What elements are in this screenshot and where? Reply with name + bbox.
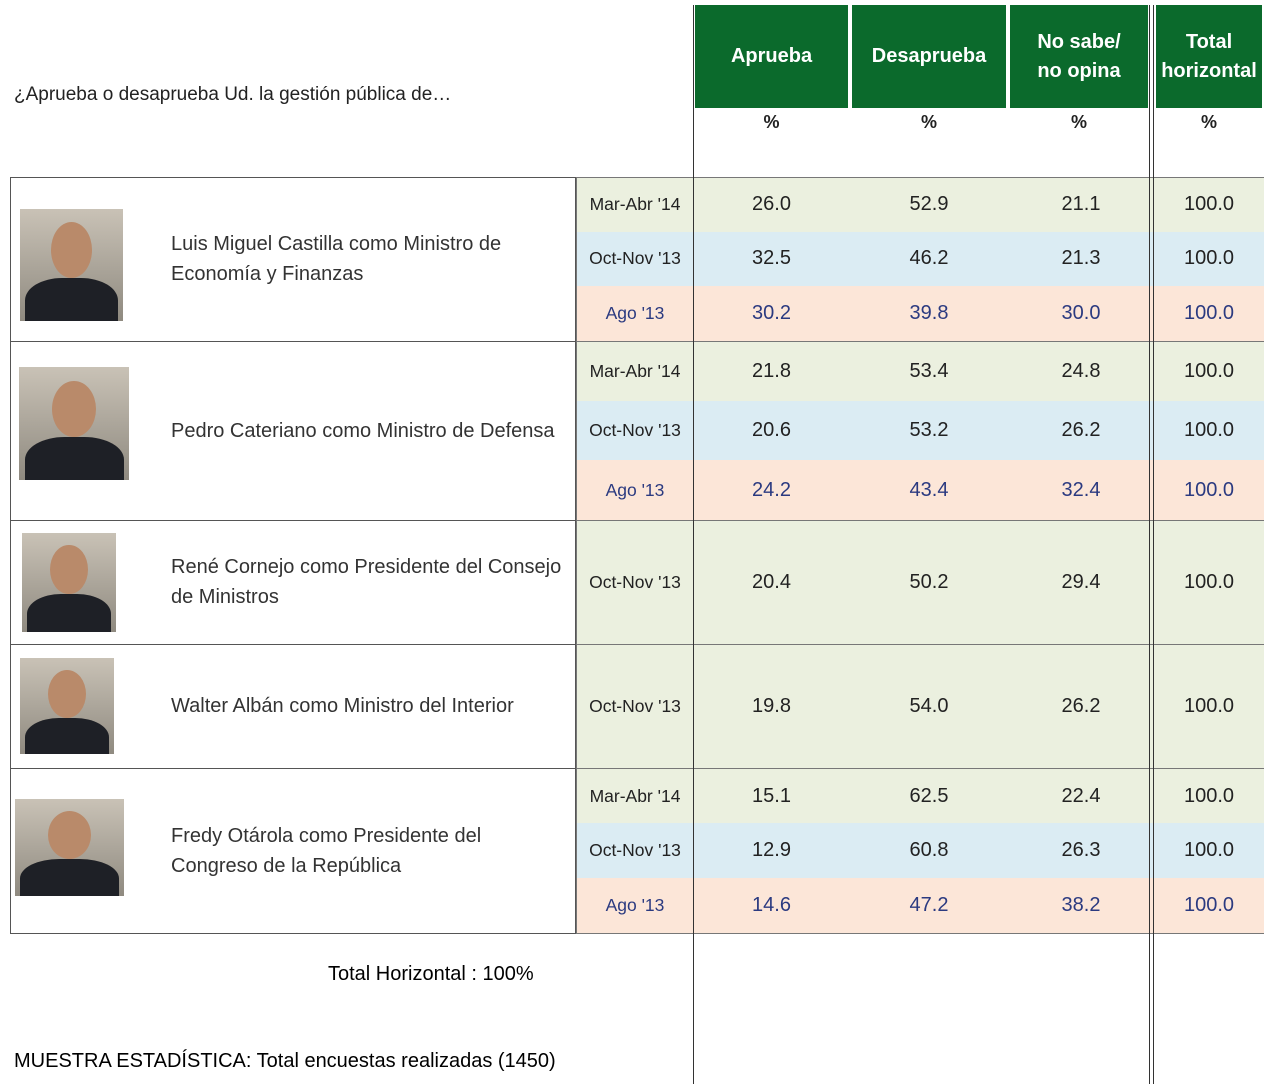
- value-cell: 43.4: [850, 460, 1008, 521]
- value-cell: 20.4: [693, 520, 850, 645]
- period: Oct-Nov '13: [576, 644, 693, 769]
- photo-face: [50, 544, 88, 595]
- period: Oct-Nov '13: [576, 400, 693, 462]
- group-box: [10, 768, 576, 934]
- photo-face: [47, 810, 92, 860]
- period: Ago '13: [576, 286, 693, 342]
- value-cell: 62.5: [850, 768, 1008, 824]
- value-cell: 47.2: [850, 878, 1008, 934]
- value-cell: 46.2: [850, 231, 1008, 288]
- photo: [19, 367, 129, 480]
- value-cell: 100.0: [1154, 878, 1264, 934]
- photo: [22, 533, 116, 632]
- value-cell: 100.0: [1154, 286, 1264, 342]
- value-cell: 21.3: [1008, 231, 1154, 288]
- value-cell: 50.2: [850, 520, 1008, 645]
- value-cell: 52.9: [850, 177, 1008, 233]
- value-cell: 53.4: [850, 341, 1008, 402]
- photo-suit: [24, 717, 110, 754]
- value-cell: 100.0: [1154, 400, 1264, 462]
- value-cell: 22.4: [1008, 768, 1154, 824]
- value-cell: 100.0: [1154, 341, 1264, 402]
- value-cell: 26.3: [1008, 823, 1154, 879]
- value-cell: 100.0: [1154, 231, 1264, 288]
- person-name: Pedro Cateriano como Ministro de Defensa: [171, 419, 555, 442]
- value-cell: 32.4: [1008, 460, 1154, 521]
- value-cell: 100.0: [1154, 460, 1264, 521]
- value-cell: 38.2: [1008, 878, 1154, 934]
- value-cell: 30.2: [693, 286, 850, 342]
- photo-face: [48, 669, 86, 718]
- value-cell: 29.4: [1008, 520, 1154, 645]
- value-cell: 100.0: [1154, 768, 1264, 824]
- value-cell: 12.9: [693, 823, 850, 879]
- value-cell: 26.2: [1008, 400, 1154, 462]
- value-cell: 14.6: [693, 878, 850, 934]
- period: Mar-Abr '14: [576, 768, 693, 824]
- value-cell: 20.6: [693, 400, 850, 462]
- unit-label: %: [1070, 112, 1087, 132]
- person-name: Fredy Otárola como Presidente del Congre…: [171, 824, 482, 877]
- value-cell: 15.1: [693, 768, 850, 824]
- question: ¿Aprueba o desaprueba Ud. la gestión púb…: [14, 84, 452, 105]
- column-rule: [693, 5, 694, 1084]
- value-cell: 54.0: [850, 644, 1008, 769]
- column-header: Aprueba: [695, 5, 848, 108]
- column-header: Desaprueba: [852, 5, 1006, 108]
- photo-suit: [25, 278, 118, 321]
- value-cell: 53.2: [850, 400, 1008, 462]
- value-cell: 100.0: [1154, 177, 1264, 233]
- value-cell: 39.8: [850, 286, 1008, 342]
- value-cell: 21.1: [1008, 177, 1154, 233]
- value-cell: 100.0: [1154, 520, 1264, 645]
- unit-label: %: [1200, 112, 1217, 132]
- photo: [20, 209, 123, 321]
- footer-note: Total Horizontal : 100%: [328, 963, 534, 985]
- period: Oct-Nov '13: [576, 823, 693, 879]
- value-cell: 26.2: [1008, 644, 1154, 769]
- column-rule: [1153, 5, 1154, 1084]
- value-cell: 60.8: [850, 823, 1008, 879]
- person-name: Luis Miguel Castilla como Ministro de Ec…: [171, 233, 502, 285]
- value-cell: 24.8: [1008, 341, 1154, 402]
- period: Ago '13: [576, 460, 693, 521]
- person-name: Walter Albán como Ministro del Interior: [171, 695, 514, 717]
- photo-suit: [20, 859, 119, 896]
- column-rule: [1149, 5, 1150, 1084]
- column-header: Total horizontal: [1156, 5, 1262, 108]
- period: Oct-Nov '13: [576, 520, 693, 645]
- photo-suit: [24, 437, 124, 480]
- person-name: René Cornejo como Presidente del Consejo…: [171, 556, 562, 608]
- period: Mar-Abr '14: [576, 341, 693, 402]
- column-header: No sabe/ no opina: [1010, 5, 1148, 108]
- period: Oct-Nov '13: [576, 231, 693, 288]
- value-cell: 24.2: [693, 460, 850, 521]
- value-cell: 100.0: [1154, 823, 1264, 879]
- value-cell: 26.0: [693, 177, 850, 233]
- period: Mar-Abr '14: [576, 177, 693, 233]
- value-cell: 100.0: [1154, 644, 1264, 769]
- unit-label: %: [920, 112, 937, 132]
- value-cell: 19.8: [693, 644, 850, 769]
- value-cell: 32.5: [693, 231, 850, 288]
- period: Ago '13: [576, 878, 693, 934]
- value-cell: 21.8: [693, 341, 850, 402]
- photo-suit: [26, 594, 112, 632]
- value-cell: 30.0: [1008, 286, 1154, 342]
- photo-face: [52, 380, 96, 438]
- photo: [20, 658, 114, 754]
- photo-face: [50, 222, 93, 279]
- photo: [15, 799, 124, 896]
- unit-label: %: [763, 112, 780, 132]
- footer-sample: MUESTRA ESTADÍSTICA: Total encuestas rea…: [14, 1050, 556, 1072]
